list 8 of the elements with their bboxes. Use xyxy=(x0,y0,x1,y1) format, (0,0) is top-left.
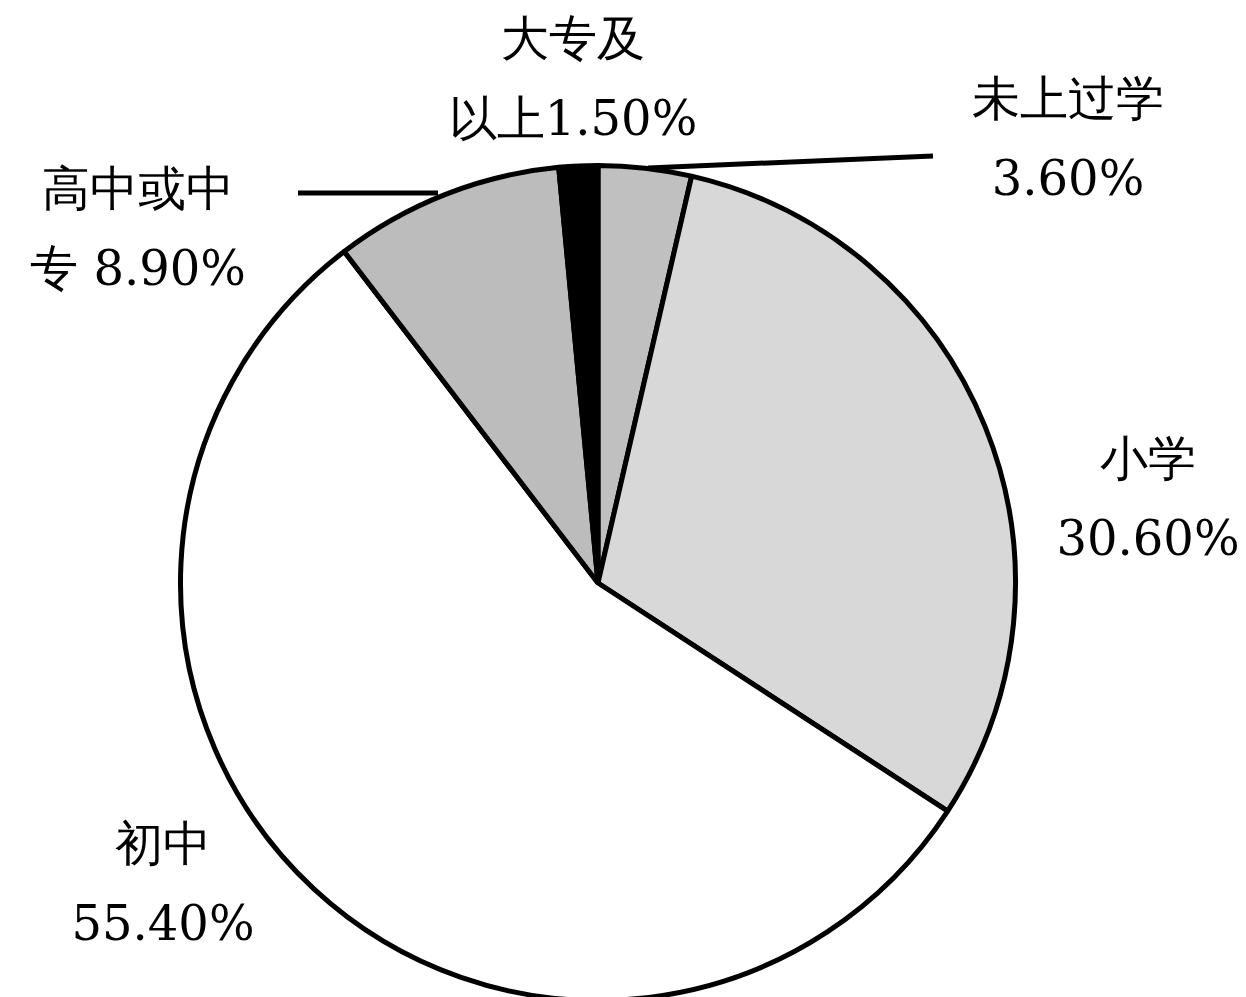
slice-label: 未上过学 xyxy=(972,70,1164,127)
slice-label: 小学 xyxy=(1100,430,1196,487)
data-label: 3.60% xyxy=(991,150,1145,207)
data-label: 55.40% xyxy=(71,895,255,952)
slice-label: 初中 xyxy=(115,815,211,872)
slice-label: 大专及以上1.50% xyxy=(448,10,698,147)
data-label: 30.60% xyxy=(1056,510,1240,567)
slice-label: 高中或中专 8.90% xyxy=(30,160,246,297)
